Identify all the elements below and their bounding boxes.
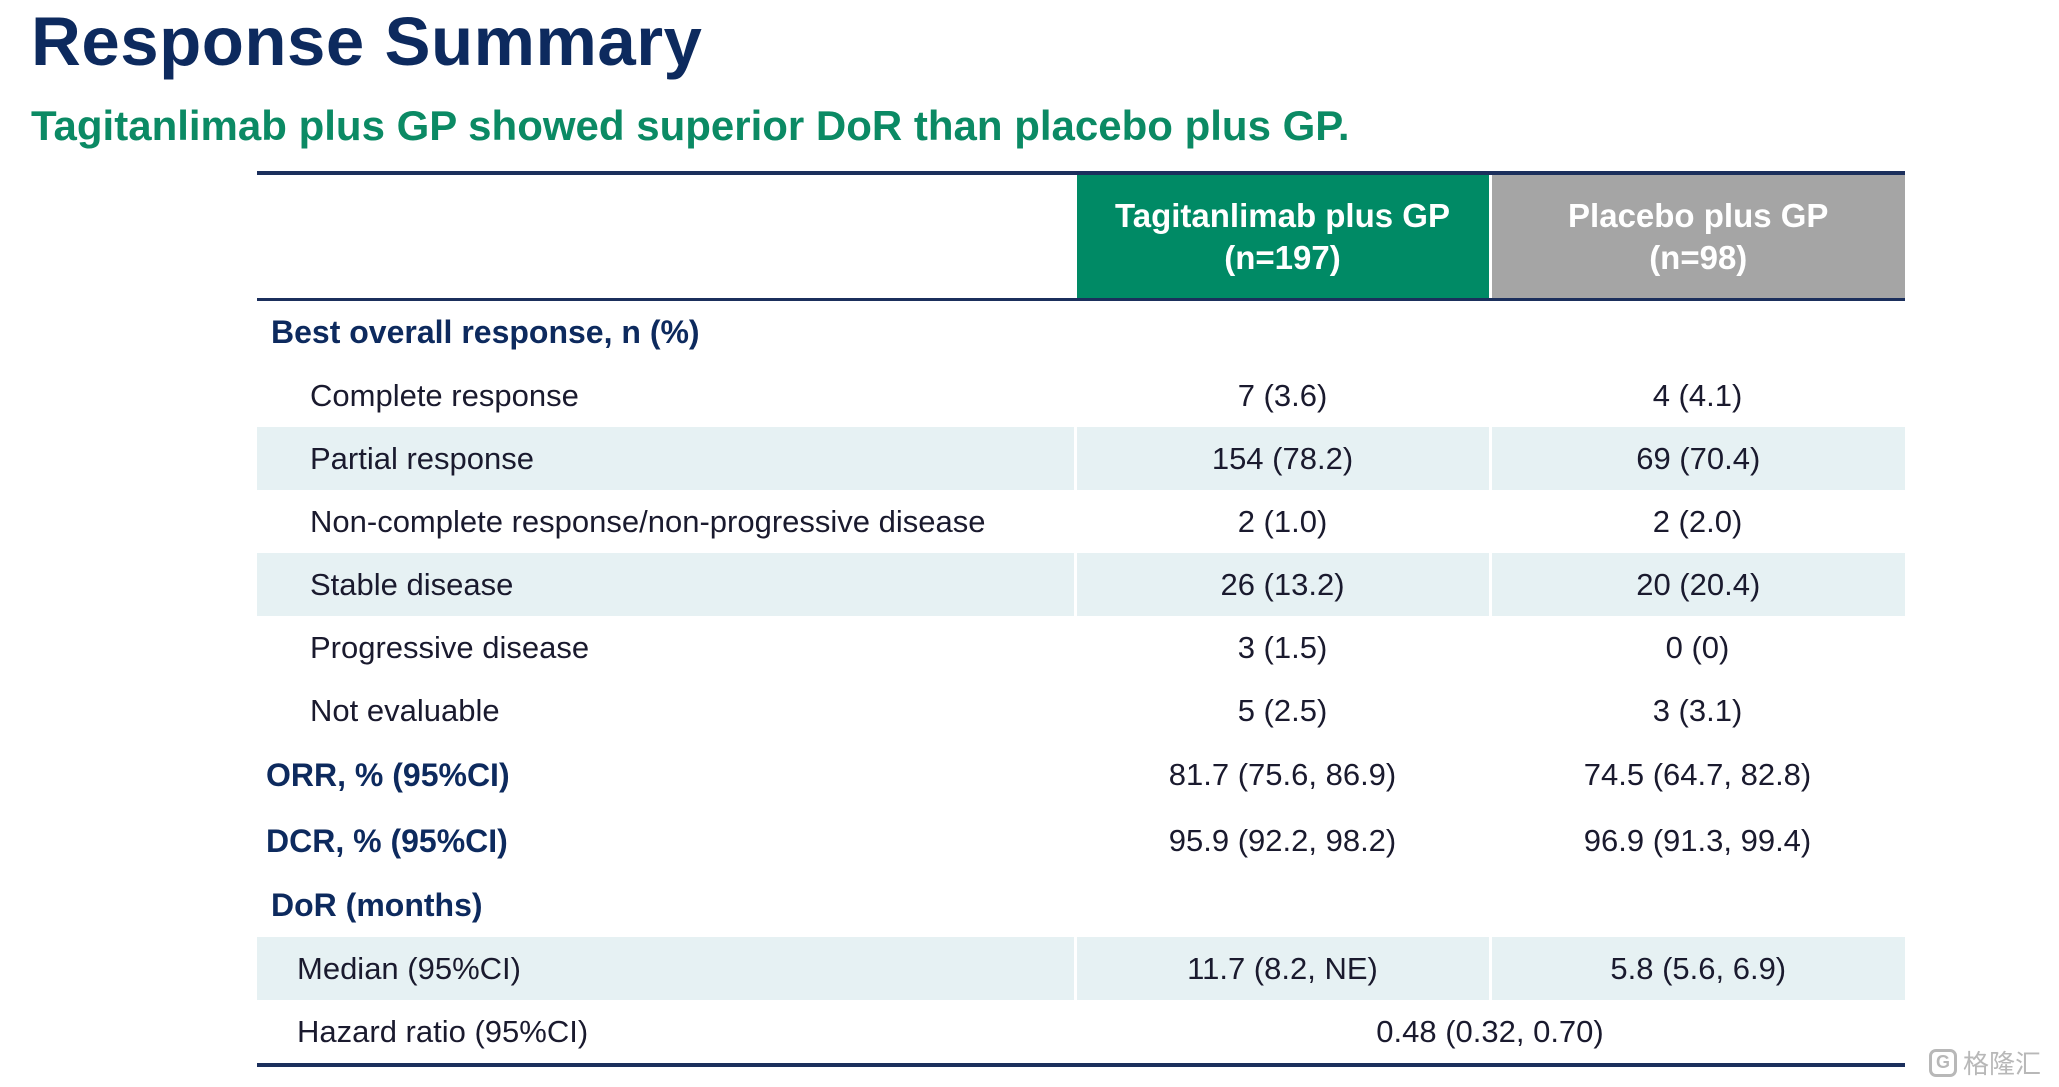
row-label: Median (95%CI): [257, 937, 1075, 1000]
table-row: Complete response 7 (3.6) 4 (4.1): [257, 364, 1905, 427]
response-summary-table: Tagitanlimab plus GP (n=197) Placebo plu…: [257, 171, 1905, 1067]
section-label: Best overall response, n (%): [271, 314, 700, 350]
orr-placebo: 74.5 (64.7, 82.8): [1583, 757, 1812, 792]
empty-cell: [1490, 300, 1905, 365]
value-placebo: 4 (4.1): [1652, 377, 1743, 413]
watermark: G 格隆汇: [1928, 1044, 2041, 1081]
empty-cell: [1075, 300, 1490, 365]
header-tagitanlimab: Tagitanlimab plus GP (n=197): [1073, 175, 1490, 301]
empty-cell: [1075, 874, 1490, 937]
header-tagitanlimab-name: Tagitanlimab plus GP: [1115, 196, 1450, 234]
header-placebo: Placebo plus GP (n=98): [1488, 175, 1905, 301]
value-tagitanlimab: 26 (13.2): [1073, 553, 1490, 616]
value-tagitanlimab: 2 (1.0): [1237, 503, 1328, 539]
header-placebo-name: Placebo plus GP: [1568, 196, 1829, 234]
row-dcr: DCR, % (95%CI) 95.9 (92.2, 98.2) 96.9 (9…: [257, 808, 1905, 874]
section-label: DoR (months): [271, 887, 483, 923]
watermark-text: 格隆汇: [1962, 1049, 2041, 1079]
table-row: Progressive disease 3 (1.5) 0 (0): [257, 616, 1905, 679]
table-row: Non-complete response/non-progressive di…: [257, 490, 1905, 553]
row-label: Progressive disease: [310, 629, 590, 665]
value-placebo: 69 (70.4): [1488, 427, 1905, 490]
table-header-row: Tagitanlimab plus GP (n=197) Placebo plu…: [257, 175, 1905, 301]
value-tagitanlimab: 7 (3.6): [1237, 377, 1328, 413]
row-label: Not evaluable: [310, 692, 500, 728]
row-label: Non-complete response/non-progressive di…: [310, 503, 986, 539]
page-subtitle: Tagitanlimab plus GP showed superior DoR…: [31, 102, 1350, 149]
median-placebo: 5.8 (5.6, 6.9): [1488, 937, 1905, 1000]
table-row: Not evaluable 5 (2.5) 3 (3.1): [257, 679, 1905, 742]
value-tagitanlimab: 5 (2.5): [1237, 692, 1328, 728]
row-orr: ORR, % (95%CI) 81.7 (75.6, 86.9) 74.5 (6…: [257, 742, 1905, 808]
hazard-ratio-value: 0.48 (0.32, 0.70): [1376, 1013, 1604, 1049]
table-row: Stable disease 26 (13.2) 20 (20.4): [257, 553, 1905, 616]
row-label: Partial response: [257, 427, 1075, 490]
median-tagitanlimab: 11.7 (8.2, NE): [1073, 937, 1490, 1000]
value-tagitanlimab: 3 (1.5): [1237, 629, 1328, 665]
dcr-label: DCR, % (95%CI): [266, 822, 508, 859]
empty-cell: [1490, 874, 1905, 937]
row-label: Hazard ratio (95%CI): [297, 1013, 589, 1049]
value-tagitanlimab: 154 (78.2): [1073, 427, 1490, 490]
dcr-tagitanlimab: 95.9 (92.2, 98.2): [1168, 823, 1397, 858]
row-hazard-ratio: Hazard ratio (95%CI) 0.48 (0.32, 0.70): [257, 1000, 1905, 1063]
row-dor-median: Median (95%CI) 11.7 (8.2, NE) 5.8 (5.6, …: [257, 937, 1905, 1000]
page-title: Response Summary: [31, 3, 703, 80]
row-label: Complete response: [310, 377, 579, 413]
section-dor: DoR (months): [257, 874, 1905, 937]
value-placebo: 2 (2.0): [1652, 503, 1743, 539]
orr-label: ORR, % (95%CI): [266, 756, 510, 793]
watermark-logo-icon: G: [1928, 1048, 1957, 1077]
section-best-overall-response: Best overall response, n (%): [257, 300, 1905, 365]
header-placebo-n: (n=98): [1649, 238, 1748, 276]
header-blank-cell: [257, 175, 1075, 301]
row-label: Stable disease: [257, 553, 1075, 616]
orr-tagitanlimab: 81.7 (75.6, 86.9): [1168, 757, 1397, 792]
dcr-placebo: 96.9 (91.3, 99.4): [1583, 823, 1812, 858]
value-placebo: 0 (0): [1665, 629, 1730, 665]
value-placebo: 3 (3.1): [1652, 692, 1743, 728]
header-tagitanlimab-n: (n=197): [1224, 238, 1341, 276]
value-placebo: 20 (20.4): [1488, 553, 1905, 616]
table-row: Partial response 154 (78.2) 69 (70.4): [257, 427, 1905, 490]
